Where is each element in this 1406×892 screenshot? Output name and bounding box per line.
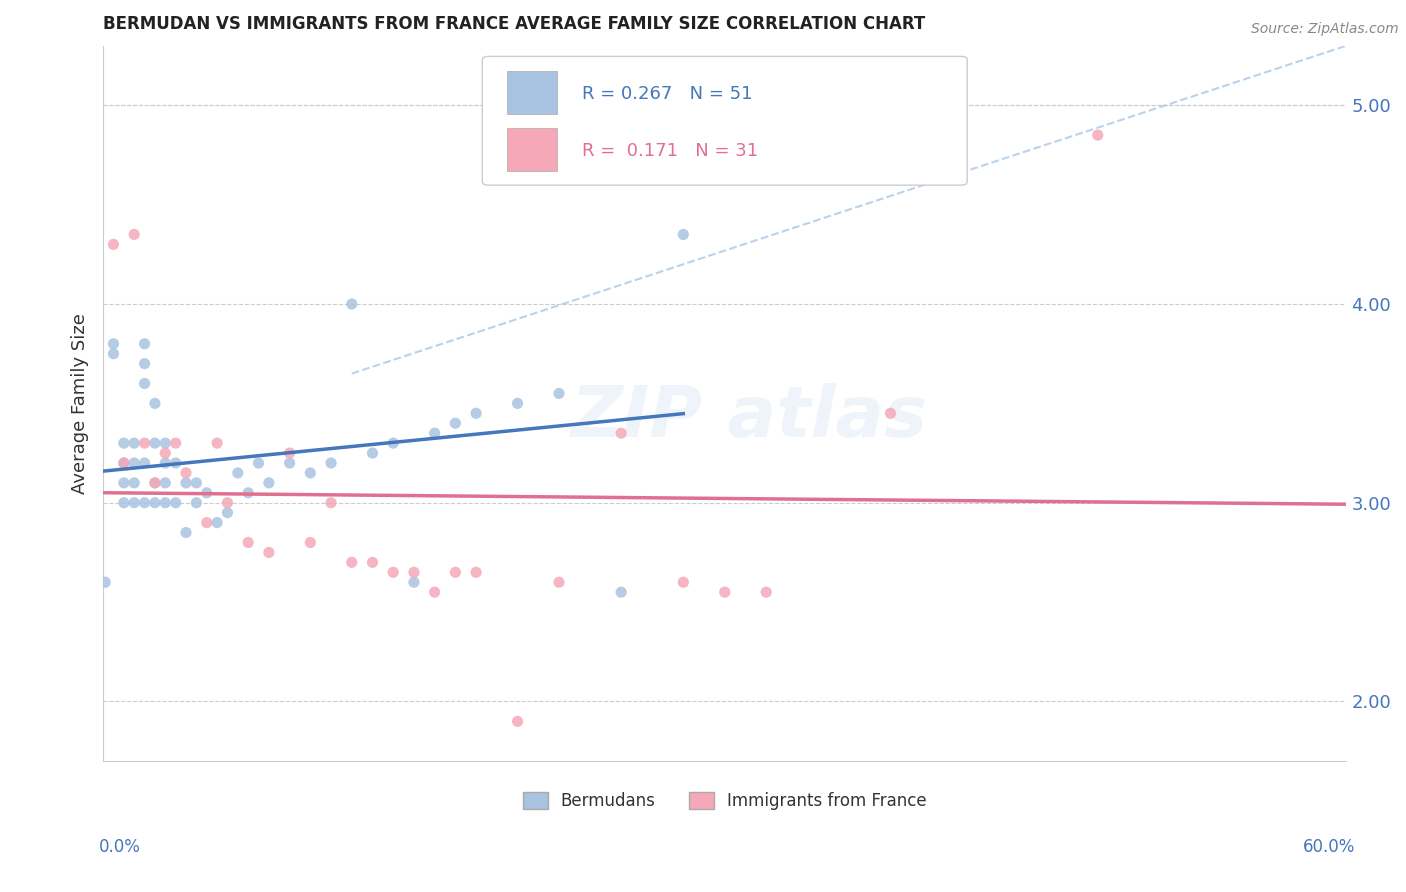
Point <box>134 376 156 391</box>
Bar <box>508 128 557 171</box>
Point <box>423 426 446 441</box>
Point <box>1087 128 1109 142</box>
Point <box>278 446 301 460</box>
Point <box>122 496 145 510</box>
Point <box>444 416 467 430</box>
Point <box>134 357 156 371</box>
Point <box>205 436 228 450</box>
Point <box>299 535 322 549</box>
Point <box>134 496 156 510</box>
Point <box>238 485 260 500</box>
Point <box>174 466 197 480</box>
Point <box>423 585 446 599</box>
Point <box>155 436 177 450</box>
Point <box>610 426 633 441</box>
Text: R = 0.267   N = 51: R = 0.267 N = 51 <box>582 85 752 103</box>
Point <box>226 466 249 480</box>
Text: 0.0%: 0.0% <box>98 838 141 856</box>
Point <box>205 516 228 530</box>
Point <box>548 575 571 590</box>
Point <box>361 446 384 460</box>
Point <box>361 555 384 569</box>
Point <box>112 456 135 470</box>
Y-axis label: Average Family Size: Average Family Size <box>72 313 89 494</box>
Point <box>319 496 342 510</box>
Legend: Bermudans, Immigrants from France: Bermudans, Immigrants from France <box>516 786 934 817</box>
Point <box>122 436 145 450</box>
Point <box>112 436 135 450</box>
Point <box>465 406 488 420</box>
Point <box>143 475 166 490</box>
Point <box>672 575 695 590</box>
Point <box>217 496 239 510</box>
Point <box>340 297 363 311</box>
Text: ZIP atlas: ZIP atlas <box>571 384 928 452</box>
Point <box>155 446 177 460</box>
Point <box>94 575 117 590</box>
Point <box>506 396 529 410</box>
Point <box>186 475 208 490</box>
Point <box>402 566 425 580</box>
Point <box>174 525 197 540</box>
Point <box>165 496 187 510</box>
Point <box>247 456 270 470</box>
Point <box>134 336 156 351</box>
Point <box>165 456 187 470</box>
Point <box>217 506 239 520</box>
Point <box>122 227 145 242</box>
Point <box>165 436 187 450</box>
Point <box>112 496 135 510</box>
Point <box>122 456 145 470</box>
Point <box>186 496 208 510</box>
Point <box>548 386 571 401</box>
Point <box>195 516 218 530</box>
Point <box>465 566 488 580</box>
Point <box>155 456 177 470</box>
Point <box>238 535 260 549</box>
Point <box>155 496 177 510</box>
Point <box>134 456 156 470</box>
Point <box>382 566 405 580</box>
Point <box>103 336 125 351</box>
Point <box>672 227 695 242</box>
Point <box>143 475 166 490</box>
Text: 60.0%: 60.0% <box>1302 838 1355 856</box>
Point <box>155 475 177 490</box>
Point <box>143 396 166 410</box>
Point <box>340 555 363 569</box>
Point <box>103 237 125 252</box>
Text: R =  0.171   N = 31: R = 0.171 N = 31 <box>582 142 758 161</box>
Point <box>122 475 145 490</box>
Point <box>174 475 197 490</box>
Bar <box>508 70 557 113</box>
Point <box>134 436 156 450</box>
Point <box>444 566 467 580</box>
Point <box>610 585 633 599</box>
Point <box>879 406 901 420</box>
FancyBboxPatch shape <box>482 56 967 186</box>
Point <box>112 475 135 490</box>
Point <box>319 456 342 470</box>
Point <box>103 347 125 361</box>
Point <box>402 575 425 590</box>
Point <box>143 496 166 510</box>
Point <box>506 714 529 729</box>
Text: Source: ZipAtlas.com: Source: ZipAtlas.com <box>1251 22 1399 37</box>
Point <box>713 585 735 599</box>
Text: BERMUDAN VS IMMIGRANTS FROM FRANCE AVERAGE FAMILY SIZE CORRELATION CHART: BERMUDAN VS IMMIGRANTS FROM FRANCE AVERA… <box>103 15 925 33</box>
Point <box>278 456 301 470</box>
Point <box>299 466 322 480</box>
Point <box>112 456 135 470</box>
Point <box>382 436 405 450</box>
Point <box>257 545 280 559</box>
Point <box>195 485 218 500</box>
Point <box>143 436 166 450</box>
Point <box>257 475 280 490</box>
Point <box>755 585 778 599</box>
